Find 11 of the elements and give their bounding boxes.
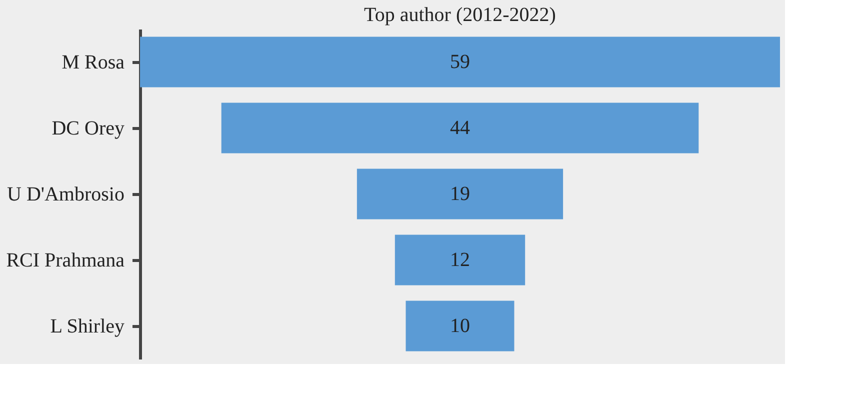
category-label: L Shirley — [50, 316, 124, 338]
data-label: 10 — [450, 315, 470, 337]
category-label: DC Orey — [52, 118, 124, 140]
category-label: U D'Ambrosio — [7, 184, 124, 206]
category-label: M Rosa — [62, 52, 125, 74]
data-label: 44 — [450, 117, 470, 139]
data-label: 12 — [450, 249, 470, 271]
data-label: 19 — [450, 183, 470, 205]
text: Top author (2012-2022) — [364, 4, 556, 26]
category-label: RCI Prahmana — [6, 250, 125, 272]
data-label: 59 — [450, 51, 470, 73]
